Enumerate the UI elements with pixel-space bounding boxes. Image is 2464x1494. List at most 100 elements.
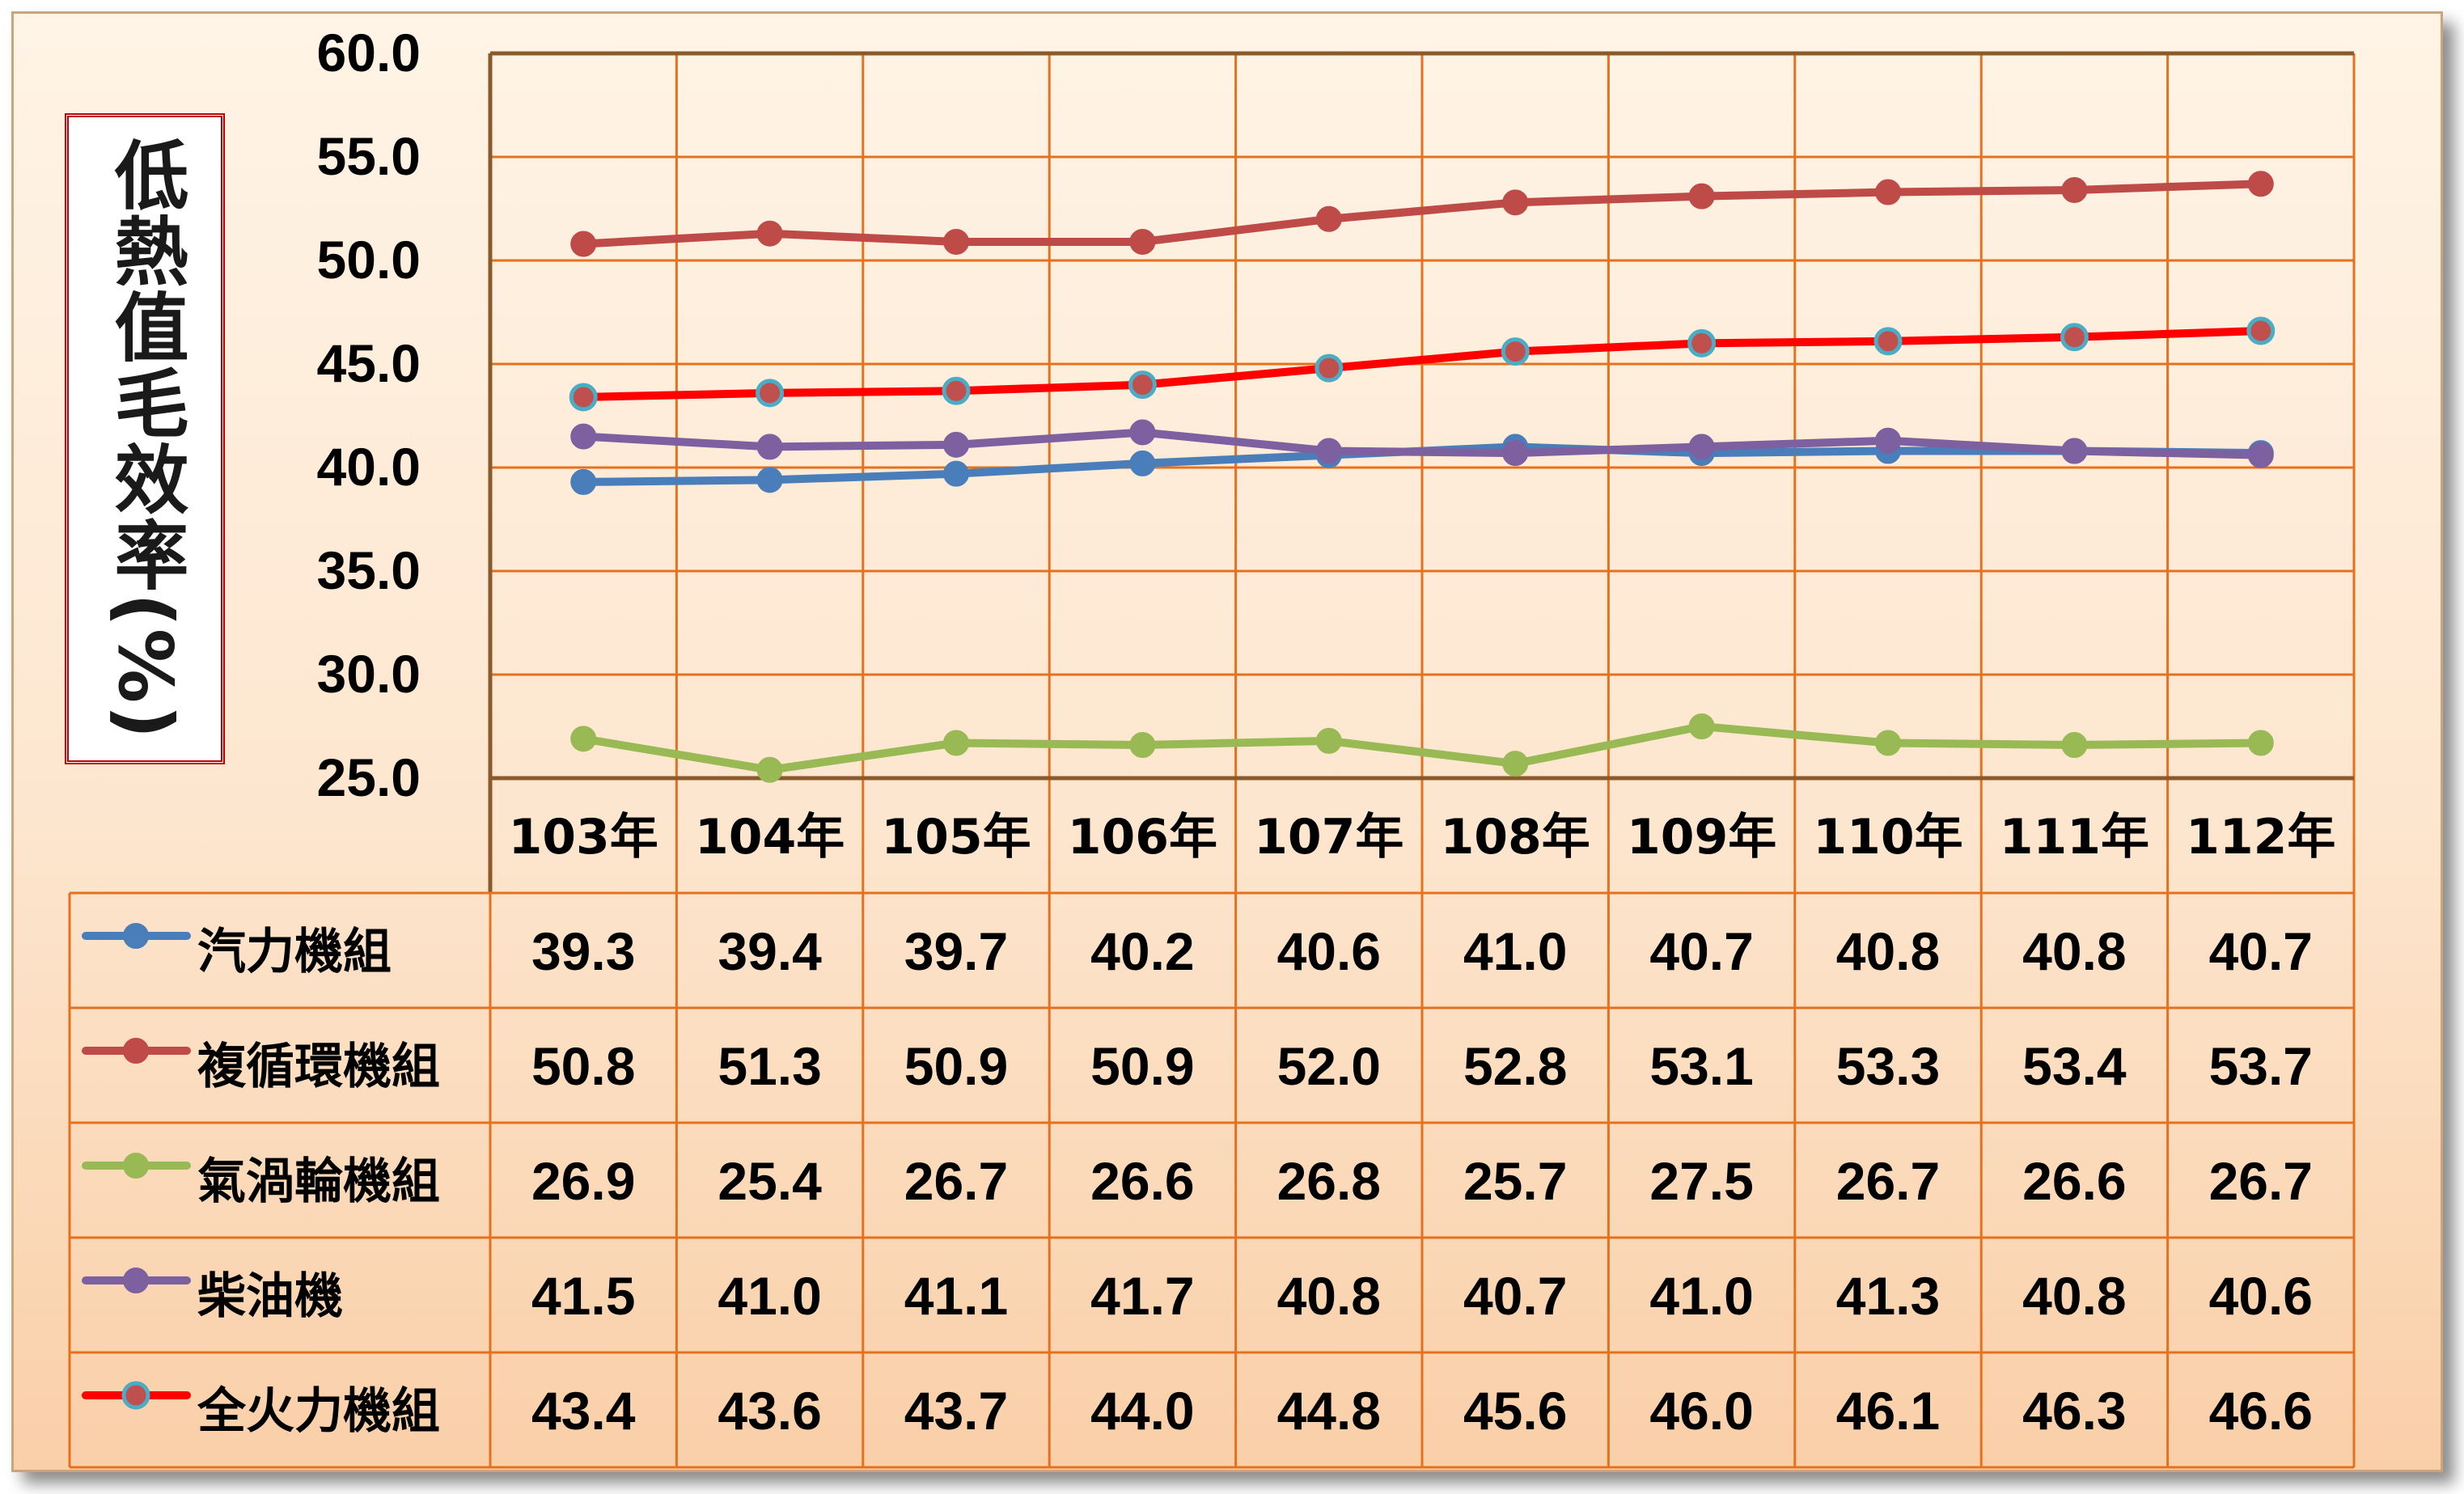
x-tick-label: 112年 xyxy=(2186,809,2335,866)
data-cell: 26.7 xyxy=(1836,1151,1940,1211)
data-point xyxy=(1687,328,1717,358)
data-point xyxy=(1129,419,1156,446)
data-cell: 43.7 xyxy=(904,1381,1008,1441)
data-cell: 40.7 xyxy=(1649,921,1753,981)
data-point xyxy=(943,460,969,487)
data-point xyxy=(1502,440,1529,467)
data-point xyxy=(942,376,971,405)
data-cell: 26.7 xyxy=(2209,1151,2313,1211)
data-cell: 46.3 xyxy=(2022,1381,2126,1441)
data-point xyxy=(2061,176,2088,203)
data-point xyxy=(2061,732,2088,759)
legend-key-marker xyxy=(123,1038,149,1064)
series-name: 氣渦輪機組 xyxy=(197,1153,440,1210)
data-point xyxy=(1502,189,1529,216)
data-point xyxy=(1315,438,1342,464)
x-tick-label: 106年 xyxy=(1068,809,1217,866)
series-name: 汽力機組 xyxy=(197,924,392,980)
legend-key-marker xyxy=(123,923,149,949)
data-cell: 27.5 xyxy=(1649,1151,1753,1211)
data-point xyxy=(570,468,597,495)
x-tick-label: 109年 xyxy=(1627,809,1776,866)
data-cell: 50.9 xyxy=(904,1036,1008,1096)
y-tick-label: 35.0 xyxy=(317,540,421,600)
data-point xyxy=(1128,370,1157,400)
data-point xyxy=(756,756,783,783)
data-cell: 40.6 xyxy=(2209,1266,2313,1326)
data-cell: 39.3 xyxy=(531,921,635,981)
data-cell: 39.4 xyxy=(718,921,822,981)
legend-key-marker xyxy=(121,1381,150,1410)
data-point xyxy=(570,726,597,752)
data-point xyxy=(570,231,597,257)
series-name: 柴油機 xyxy=(197,1268,343,1325)
data-cell: 26.9 xyxy=(531,1151,635,1211)
data-point xyxy=(1875,179,1901,205)
data-cell: 46.6 xyxy=(2209,1381,2313,1441)
x-tick-label: 107年 xyxy=(1254,809,1403,866)
data-cell: 41.3 xyxy=(1836,1266,1940,1326)
data-cell: 26.6 xyxy=(1090,1151,1194,1211)
data-cell: 45.6 xyxy=(1463,1381,1567,1441)
y-axis-label-box: 低熱值毛效率(%) xyxy=(65,113,225,764)
data-point xyxy=(1315,353,1344,383)
data-point xyxy=(1873,327,1903,356)
y-tick-label: 25.0 xyxy=(317,747,421,807)
data-point xyxy=(2246,316,2276,345)
data-point xyxy=(1129,450,1156,476)
data-cell: 39.7 xyxy=(904,921,1008,981)
grid xyxy=(488,51,2356,1467)
series-line xyxy=(579,428,2265,459)
x-tick-label: 104年 xyxy=(695,809,845,866)
data-point xyxy=(1688,713,1715,739)
series-lines xyxy=(569,171,2276,783)
data-cell: 53.4 xyxy=(2022,1036,2127,1096)
data-point xyxy=(943,228,969,255)
y-tick-label: 30.0 xyxy=(317,644,421,704)
data-point xyxy=(569,383,598,412)
data-cell: 41.0 xyxy=(718,1266,821,1326)
data-cell: 25.4 xyxy=(718,1151,822,1211)
data-cell: 41.0 xyxy=(1463,921,1567,981)
data-point xyxy=(1315,727,1342,754)
data-cell: 44.8 xyxy=(1277,1381,1381,1441)
data-point xyxy=(1875,427,1901,454)
data-cell: 40.2 xyxy=(1090,921,1194,981)
data-cell: 26.8 xyxy=(1277,1151,1381,1211)
y-tick-label: 60.0 xyxy=(317,23,421,83)
data-cell: 40.8 xyxy=(2022,1266,2126,1326)
data-cell: 53.7 xyxy=(2209,1036,2313,1096)
data-cell: 53.1 xyxy=(1649,1036,1753,1096)
series-name: 複循環機組 xyxy=(197,1039,440,1095)
data-point xyxy=(570,423,597,450)
series-line xyxy=(579,722,2265,774)
data-cell: 40.8 xyxy=(1277,1266,1381,1326)
data-point xyxy=(1129,732,1156,759)
data-point xyxy=(2247,171,2274,197)
data-cell: 52.8 xyxy=(1463,1036,1567,1096)
data-cell: 44.0 xyxy=(1090,1381,1194,1441)
data-cell: 46.0 xyxy=(1649,1381,1753,1441)
data-cell: 52.0 xyxy=(1277,1036,1381,1096)
x-tick-label: 110年 xyxy=(1813,809,1962,866)
y-tick-label: 50.0 xyxy=(317,230,421,290)
series-line xyxy=(579,327,2265,401)
data-point xyxy=(1501,337,1530,366)
data-point xyxy=(1875,730,1901,756)
data-cell: 53.3 xyxy=(1836,1036,1940,1096)
x-tick-label: 111年 xyxy=(2000,809,2149,866)
data-table: 汽力機組 39.3 39.4 39.7 40.2 40.6 41.0 40.7 40.8 40.8… xyxy=(68,891,2354,1469)
legend-key-marker xyxy=(123,1153,149,1179)
data-cell: 26.6 xyxy=(2022,1151,2126,1211)
data-cell: 43.4 xyxy=(531,1381,636,1441)
series-line xyxy=(579,180,2265,248)
data-point xyxy=(1688,434,1715,460)
data-cell: 41.5 xyxy=(531,1266,635,1326)
x-tick-label: 103年 xyxy=(509,809,658,866)
x-tick-label: 105年 xyxy=(881,809,1031,866)
data-point xyxy=(756,220,783,247)
y-axis-ticks: 60.0 55.0 50.0 45.0 40.0 35.0 30.0 25.0 xyxy=(317,23,421,807)
data-cell: 40.8 xyxy=(2022,921,2126,981)
data-cell: 41.7 xyxy=(1090,1266,1194,1326)
y-tick-label: 55.0 xyxy=(317,126,421,186)
